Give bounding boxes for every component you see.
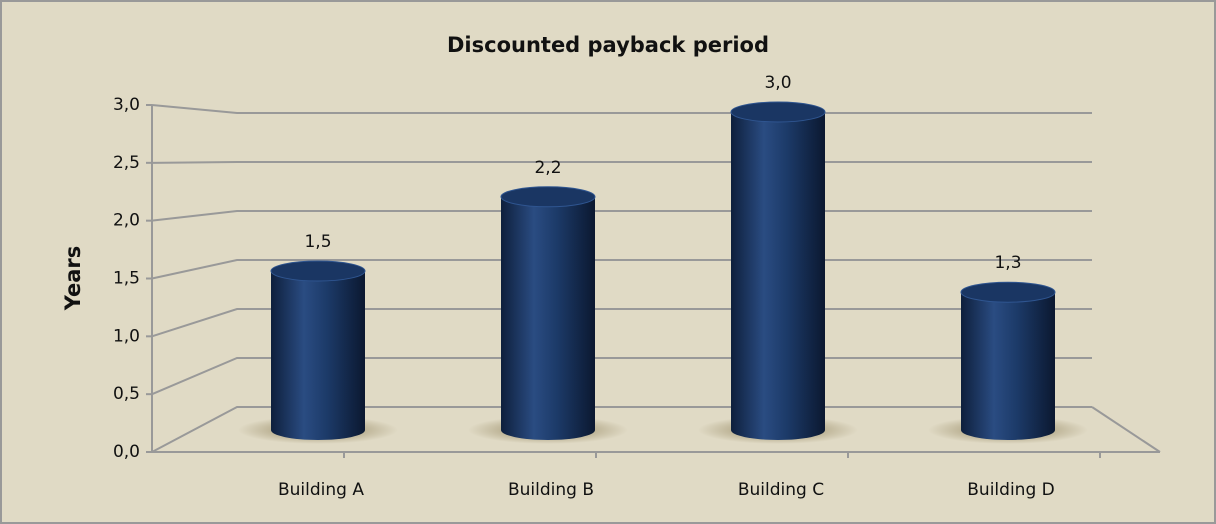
bar-top [960, 281, 1056, 303]
bar [961, 292, 1055, 440]
grid-line [151, 161, 1092, 164]
x-tick-label: Building A [278, 480, 364, 500]
data-label: 3,0 [764, 73, 791, 93]
x-tick-label: Building B [508, 480, 594, 500]
bar-top [270, 260, 366, 282]
chart-title: Discounted payback period [447, 33, 769, 57]
x-tick-label: Building C [738, 480, 824, 500]
y-tick-label: 1,0 [113, 326, 140, 346]
y-tick-label: 2,5 [113, 153, 140, 173]
y-tick-label: 2,0 [113, 211, 140, 231]
bar [271, 271, 365, 440]
y-tick-label: 0,5 [113, 384, 140, 404]
bar [501, 196, 595, 440]
floor-edge [1091, 406, 1161, 453]
y-tick-label: 0,0 [113, 442, 140, 462]
data-label: 1,3 [994, 253, 1021, 273]
bar [731, 112, 825, 440]
bar-top [730, 101, 826, 123]
y-tick-label: 1,5 [113, 269, 140, 289]
y-axis-label: Years [61, 246, 85, 312]
data-label: 2,2 [534, 158, 561, 178]
x-tick-label: Building D [967, 480, 1054, 500]
bar-top [500, 186, 596, 208]
data-label: 1,5 [304, 232, 331, 252]
y-tick-label: 3,0 [113, 95, 140, 115]
plot-area: 0,0 0,5 1,0 1,5 2,0 2,5 3,0 Building A 1,5 Buildi… [113, 73, 1161, 500]
